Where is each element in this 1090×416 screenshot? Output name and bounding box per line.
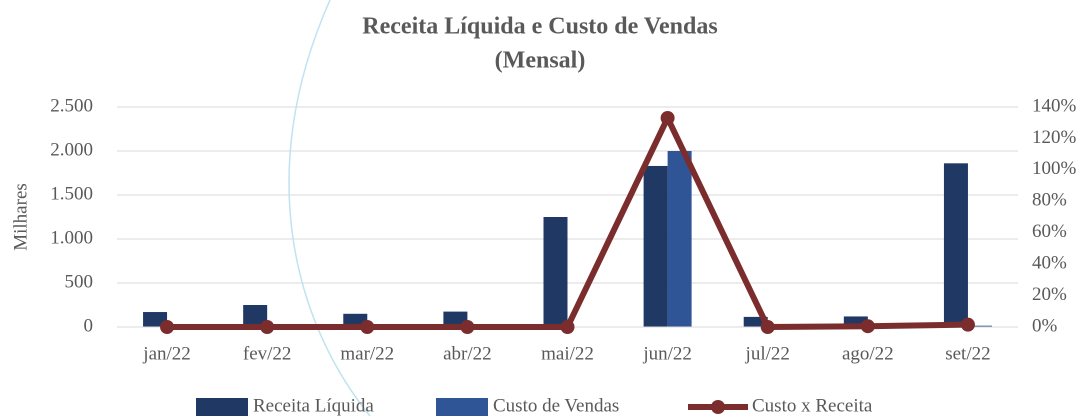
line-marker: [760, 320, 775, 334]
bar: [667, 151, 692, 327]
x-tick-label: mai/22: [541, 343, 594, 364]
chart-title: Receita Líquida e Custo de Vendas: [362, 14, 717, 40]
y2-tick-label: 140%: [1032, 95, 1077, 116]
legend-label: Custo x Receita: [752, 395, 873, 416]
bar: [643, 165, 668, 327]
y2-tick-label: 100%: [1032, 158, 1077, 179]
legend-swatch: [436, 398, 488, 416]
bar: [443, 311, 468, 327]
y2-tick-label: 60%: [1032, 221, 1067, 242]
x-tick-label: jul/22: [745, 343, 790, 364]
line-marker: [160, 320, 175, 334]
legend-label: Receita Líquida: [253, 395, 374, 416]
x-tick-label: fev/22: [243, 343, 292, 364]
x-tick-label: abr/22: [443, 343, 492, 364]
line-marker: [360, 320, 375, 334]
line-marker: [660, 111, 675, 125]
chart-subtitle: (Mensal): [495, 48, 586, 74]
y-tick-label: 0: [84, 315, 94, 336]
bar: [943, 163, 968, 327]
y-tick-label: 2.000: [50, 139, 93, 160]
y-tick-label: 2.500: [50, 95, 93, 116]
y2-tick-label: 40%: [1032, 253, 1067, 274]
decoration-arc: [288, 0, 371, 416]
bar: [967, 325, 992, 327]
y2-tick-label: 0%: [1032, 315, 1058, 336]
bar: [743, 316, 768, 327]
legend-swatch: [711, 400, 725, 414]
bar: [143, 312, 168, 327]
x-tick-label: set/22: [945, 343, 990, 364]
legend-label: Custo de Vendas: [493, 395, 619, 416]
line-marker: [560, 320, 575, 334]
line-marker: [260, 320, 275, 334]
y2-tick-label: 80%: [1032, 190, 1067, 211]
bar: [243, 305, 268, 327]
y-tick-label: 1.000: [50, 227, 93, 248]
bar: [543, 217, 568, 327]
x-tick-label: jun/22: [642, 343, 692, 364]
y-tick-label: 500: [65, 271, 94, 292]
line-marker: [960, 317, 975, 332]
x-tick-label: mar/22: [340, 343, 394, 364]
line-marker: [460, 320, 475, 334]
legend-swatch: [196, 398, 248, 416]
y2-tick-label: 120%: [1032, 127, 1077, 148]
x-tick-label: jan/22: [142, 343, 191, 364]
x-tick-label: ago/22: [842, 343, 894, 364]
y-axis-label: Milhares: [10, 183, 31, 251]
bar: [843, 316, 868, 327]
y-tick-label: 1.500: [50, 183, 93, 204]
y2-tick-label: 20%: [1032, 284, 1067, 305]
line-marker: [860, 319, 875, 334]
